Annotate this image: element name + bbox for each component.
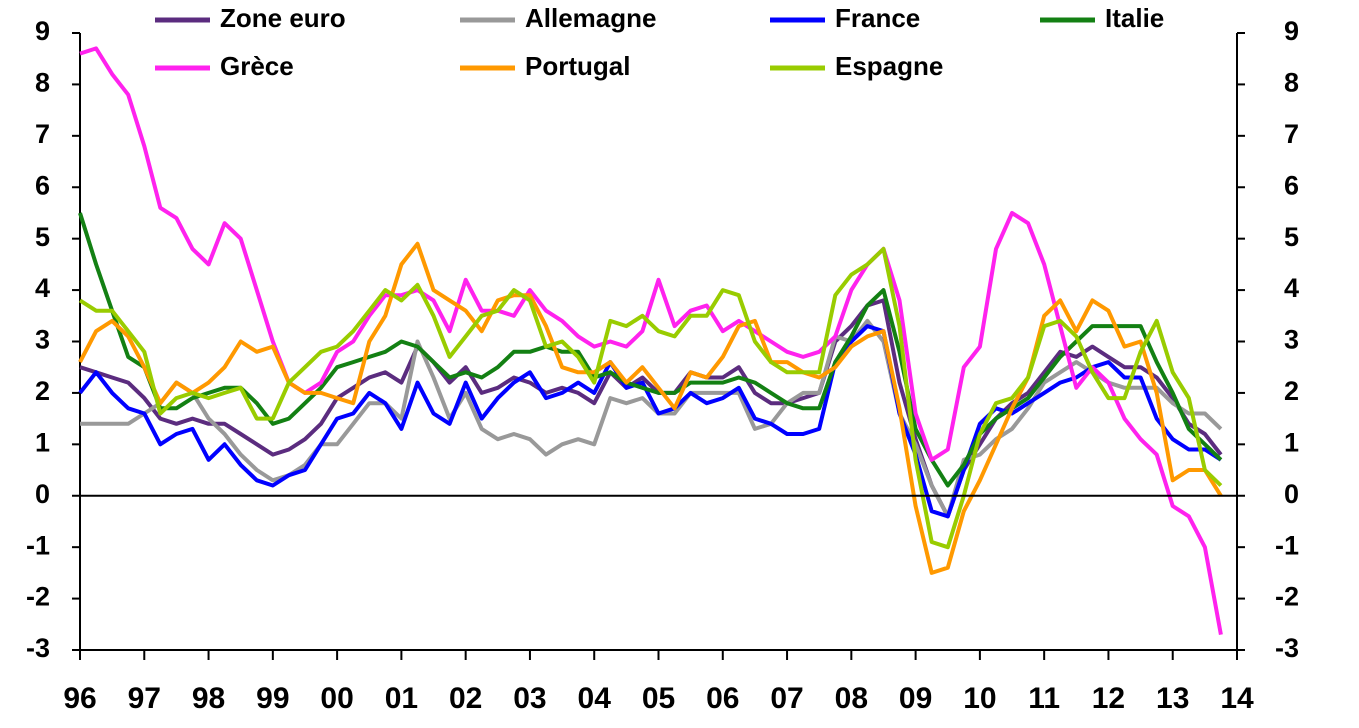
x-tick-label: 01 — [385, 682, 418, 715]
y2-tick-label: 3 — [1284, 325, 1299, 355]
y-tick-label: 2 — [35, 376, 50, 406]
x-tick-label: 96 — [63, 682, 96, 715]
legend-label: Zone euro — [220, 3, 346, 33]
y-tick-label: -1 — [26, 530, 50, 560]
y-tick-label: -2 — [26, 582, 50, 612]
y2-tick-label: 7 — [1284, 119, 1299, 149]
y2-tick-label: 4 — [1284, 273, 1299, 303]
series-line — [78, 324, 1222, 519]
y2-tick-label: 6 — [1284, 170, 1299, 200]
x-tick-label: 05 — [642, 682, 675, 715]
x-tick-label: 06 — [706, 682, 739, 715]
y-tick-label: 5 — [35, 222, 50, 252]
x-tick-label: 13 — [1156, 682, 1189, 715]
y-tick-label: 6 — [35, 170, 50, 200]
y-tick-label: 4 — [35, 273, 50, 303]
y2-tick-label: 5 — [1284, 222, 1299, 252]
y-tick-label: 9 — [35, 16, 50, 46]
y-tick-label: 0 — [35, 479, 50, 509]
y2-tick-label: 2 — [1284, 376, 1299, 406]
y2-tick-label: -1 — [1275, 530, 1299, 560]
y2-tick-label: -2 — [1275, 582, 1299, 612]
x-tick-label: 98 — [192, 682, 225, 715]
legend-label: France — [835, 3, 920, 33]
x-tick-label: 03 — [513, 682, 546, 715]
y-tick-label: 1 — [35, 427, 50, 457]
y2-tick-label: 8 — [1284, 68, 1299, 98]
legend-label: Portugal — [525, 51, 630, 81]
series-line — [78, 246, 1223, 550]
y2-tick-label: -3 — [1275, 633, 1299, 663]
x-tick-label: 02 — [449, 682, 482, 715]
x-tick-label: 99 — [256, 682, 289, 715]
series-line — [79, 46, 1223, 635]
x-tick-label: 11 — [1028, 682, 1060, 715]
y2-tick-label: 1 — [1284, 427, 1299, 457]
y2-tick-label: 0 — [1284, 479, 1299, 509]
x-tick-label: 07 — [770, 682, 803, 715]
x-tick-label: 97 — [128, 682, 161, 715]
x-tick-label: 08 — [835, 682, 868, 715]
x-tick-label: 04 — [578, 682, 612, 715]
series-line — [80, 318, 1223, 519]
legend-label: Espagne — [835, 51, 943, 81]
x-tick-label: 09 — [899, 682, 932, 715]
series-line — [79, 298, 1223, 519]
legend-label: Grèce — [220, 51, 294, 81]
x-tick-label: 14 — [1220, 682, 1254, 715]
x-tick-label: 12 — [1092, 682, 1125, 715]
legend-label: Italie — [1105, 3, 1164, 33]
y-tick-label: -3 — [26, 633, 50, 663]
y-tick-label: 3 — [35, 325, 50, 355]
y-tick-label: 8 — [35, 68, 50, 98]
x-tick-label: 10 — [963, 682, 996, 715]
y2-tick-label: 9 — [1284, 16, 1299, 46]
legend-label: Allemagne — [525, 3, 657, 33]
x-tick-label: 00 — [320, 682, 353, 715]
y-tick-label: 7 — [35, 119, 50, 149]
